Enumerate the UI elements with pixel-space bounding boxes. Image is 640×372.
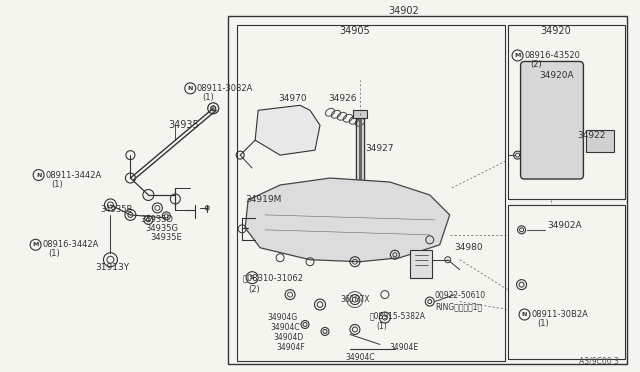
Text: N: N (522, 312, 527, 317)
Text: Ⓝ08310-31062: Ⓝ08310-31062 (242, 273, 303, 282)
Text: 34980: 34980 (454, 243, 483, 252)
Text: N: N (36, 173, 42, 177)
Text: M: M (33, 242, 39, 247)
Text: 08911-3442A: 08911-3442A (45, 170, 102, 180)
Text: 08911-3082A: 08911-3082A (196, 84, 253, 93)
Text: 34905: 34905 (340, 26, 371, 36)
Text: 34935E: 34935E (150, 233, 182, 242)
Bar (508, 205, 625, 359)
Text: S: S (250, 275, 255, 280)
Text: 34904D: 34904D (273, 333, 303, 342)
Text: 34922: 34922 (577, 131, 606, 140)
Bar (353, 110, 367, 118)
Text: 34920A: 34920A (540, 71, 574, 80)
Text: 34935G: 34935G (145, 224, 179, 233)
Text: (1): (1) (202, 93, 214, 102)
Text: 00922-50610: 00922-50610 (435, 291, 486, 300)
Text: 34904E: 34904E (390, 343, 419, 352)
Circle shape (211, 106, 216, 111)
Text: 34904C: 34904C (345, 353, 374, 362)
Text: 08916-3442A: 08916-3442A (43, 240, 99, 249)
Text: (2): (2) (248, 285, 260, 294)
Text: RINGリング（1）: RINGリング（1） (435, 302, 482, 311)
Polygon shape (245, 178, 450, 262)
Text: 08916-43520: 08916-43520 (525, 51, 580, 60)
Bar (586, 130, 614, 152)
Text: 36107X: 36107X (340, 295, 369, 304)
FancyBboxPatch shape (520, 61, 584, 179)
Text: (1): (1) (376, 322, 387, 331)
Text: 34920: 34920 (540, 26, 571, 36)
Text: M: M (515, 53, 521, 58)
Text: 34902: 34902 (388, 6, 419, 16)
Text: 34935B: 34935B (100, 205, 133, 214)
Text: 31913Y: 31913Y (95, 263, 130, 272)
Bar (237, 25, 504, 361)
Bar (353, 198, 367, 206)
Text: 34919M: 34919M (245, 195, 282, 205)
Text: Ⓞ08915-5382A: Ⓞ08915-5382A (370, 311, 426, 320)
Text: 34927: 34927 (365, 144, 394, 153)
Text: 34926: 34926 (328, 94, 356, 103)
Text: 34904F: 34904F (276, 343, 305, 352)
Text: (1): (1) (538, 319, 549, 328)
Text: (1): (1) (52, 180, 63, 189)
Text: 34904C: 34904C (270, 323, 300, 332)
Bar (228, 16, 627, 364)
Text: (1): (1) (49, 249, 60, 258)
Text: 34970: 34970 (278, 94, 307, 103)
Text: (2): (2) (531, 60, 542, 69)
Text: N: N (188, 86, 193, 91)
Text: 34935: 34935 (168, 120, 199, 130)
Text: 34902A: 34902A (547, 221, 582, 230)
Text: A3/9C00 3: A3/9C00 3 (579, 357, 620, 366)
Text: 34935D: 34935D (140, 215, 173, 224)
Bar (508, 25, 625, 199)
Text: 08911-30B2A: 08911-30B2A (532, 310, 588, 319)
Text: 34904G: 34904G (267, 313, 298, 322)
Bar (410, 250, 432, 278)
Polygon shape (255, 105, 320, 155)
Ellipse shape (540, 97, 563, 113)
